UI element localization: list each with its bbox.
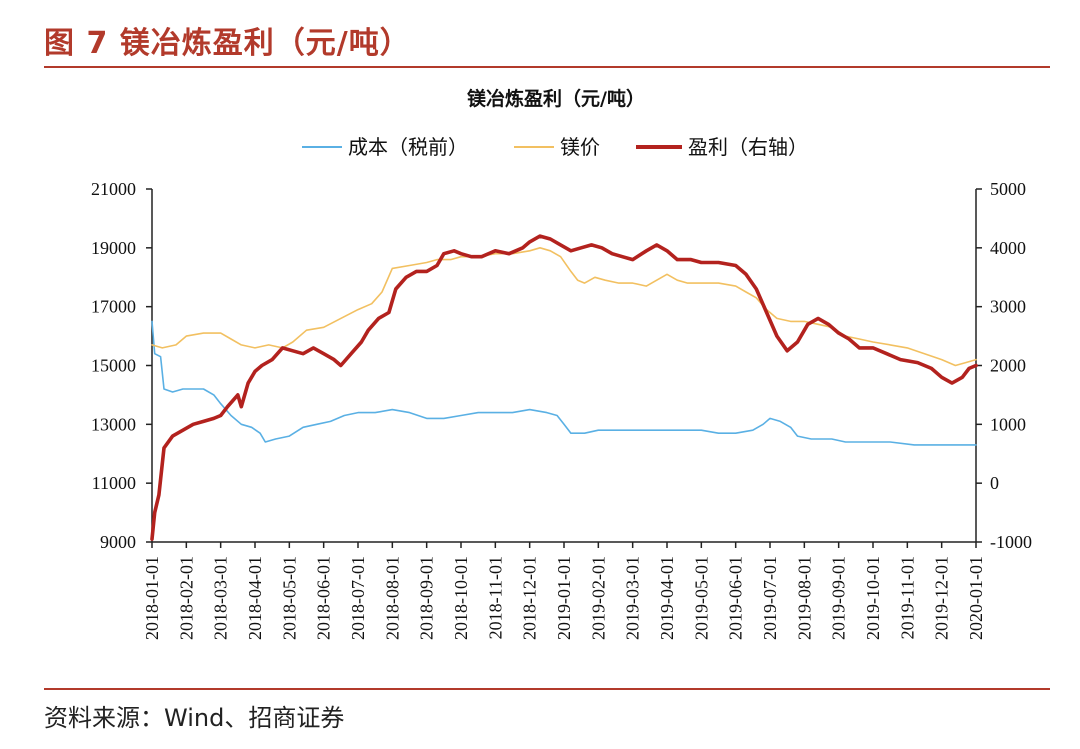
chart-title: 镁冶炼盈利（元/吨） [467, 87, 645, 110]
x-tick-label: 2018-07-01 [348, 556, 368, 640]
x-tick-label: 2019-09-01 [829, 556, 849, 640]
source-note: 资料来源：Wind、招商证券 [44, 704, 345, 732]
legend-label-price: 镁价 [560, 135, 600, 159]
y-right-tick-label: 1000 [990, 414, 1026, 434]
x-tick-label: 2019-01-01 [554, 556, 574, 640]
x-tick-label: 2019-11-01 [897, 556, 917, 639]
y-left-tick-label: 13000 [91, 414, 136, 434]
series-layer [150, 234, 978, 541]
x-tick-label: 2019-08-01 [794, 556, 814, 640]
x-tick-label: 2019-03-01 [623, 556, 643, 640]
x-tick-label: 2018-02-01 [176, 556, 196, 640]
y-left-tick-label: 19000 [91, 238, 136, 258]
y-right-tick-label: 2000 [990, 356, 1026, 376]
x-tick-label: 2018-08-01 [382, 556, 402, 640]
legend-label-profit: 盈利（右轴） [688, 135, 808, 159]
x-tick-label: 2018-09-01 [417, 556, 437, 640]
x-tick-label: 2019-07-01 [760, 556, 780, 640]
y-left-tick-label: 11000 [92, 473, 136, 493]
series-line-profit [150, 234, 978, 541]
x-tick-label: 2019-10-01 [863, 556, 883, 640]
y-left-tick-label: 9000 [100, 532, 136, 552]
y-left-tick-label: 17000 [91, 297, 136, 317]
x-tick-label: 2018-12-01 [520, 556, 540, 640]
y-left-tick-label: 15000 [91, 356, 136, 376]
x-tick-label: 2018-01-01 [142, 556, 162, 640]
y-right-tick-label: 0 [990, 473, 999, 493]
x-tick-label: 2019-02-01 [588, 556, 608, 640]
x-tick-label: 2018-11-01 [485, 556, 505, 639]
y-right-tick-label: 3000 [990, 297, 1026, 317]
top-rule [44, 66, 1050, 68]
y-left-tick-label: 21000 [91, 179, 136, 199]
legend: 成本（税前） 镁价 盈利（右轴） [302, 135, 808, 159]
legend-label-cost: 成本（税前） [348, 135, 468, 159]
y-right-tick-label: 5000 [990, 179, 1026, 199]
axes: 9000 11000 13000 15000 17000 19000 21000 -1000 0… [91, 179, 1032, 640]
x-tick-label: 2018-03-01 [211, 556, 231, 640]
x-tick-label: 2018-10-01 [451, 556, 471, 640]
bottom-rule [44, 688, 1050, 690]
x-tick-label: 2018-06-01 [314, 556, 334, 640]
x-tick-label: 2020-01-01 [966, 556, 986, 640]
x-tick-label: 2019-04-01 [657, 556, 677, 640]
x-tick-label: 2018-04-01 [245, 556, 265, 640]
series-line-cost [151, 320, 977, 446]
x-tick-label: 2018-05-01 [279, 556, 299, 640]
series-line-price [151, 247, 977, 367]
x-tick-label: 2019-05-01 [691, 556, 711, 640]
y-right-tick-label: -1000 [990, 532, 1032, 552]
y-right-tick-label: 4000 [990, 238, 1026, 258]
x-tick-label: 2019-12-01 [932, 556, 952, 640]
figure-title: 图 7 镁冶炼盈利（元/吨） [44, 26, 411, 61]
x-tick-label: 2019-06-01 [726, 556, 746, 640]
